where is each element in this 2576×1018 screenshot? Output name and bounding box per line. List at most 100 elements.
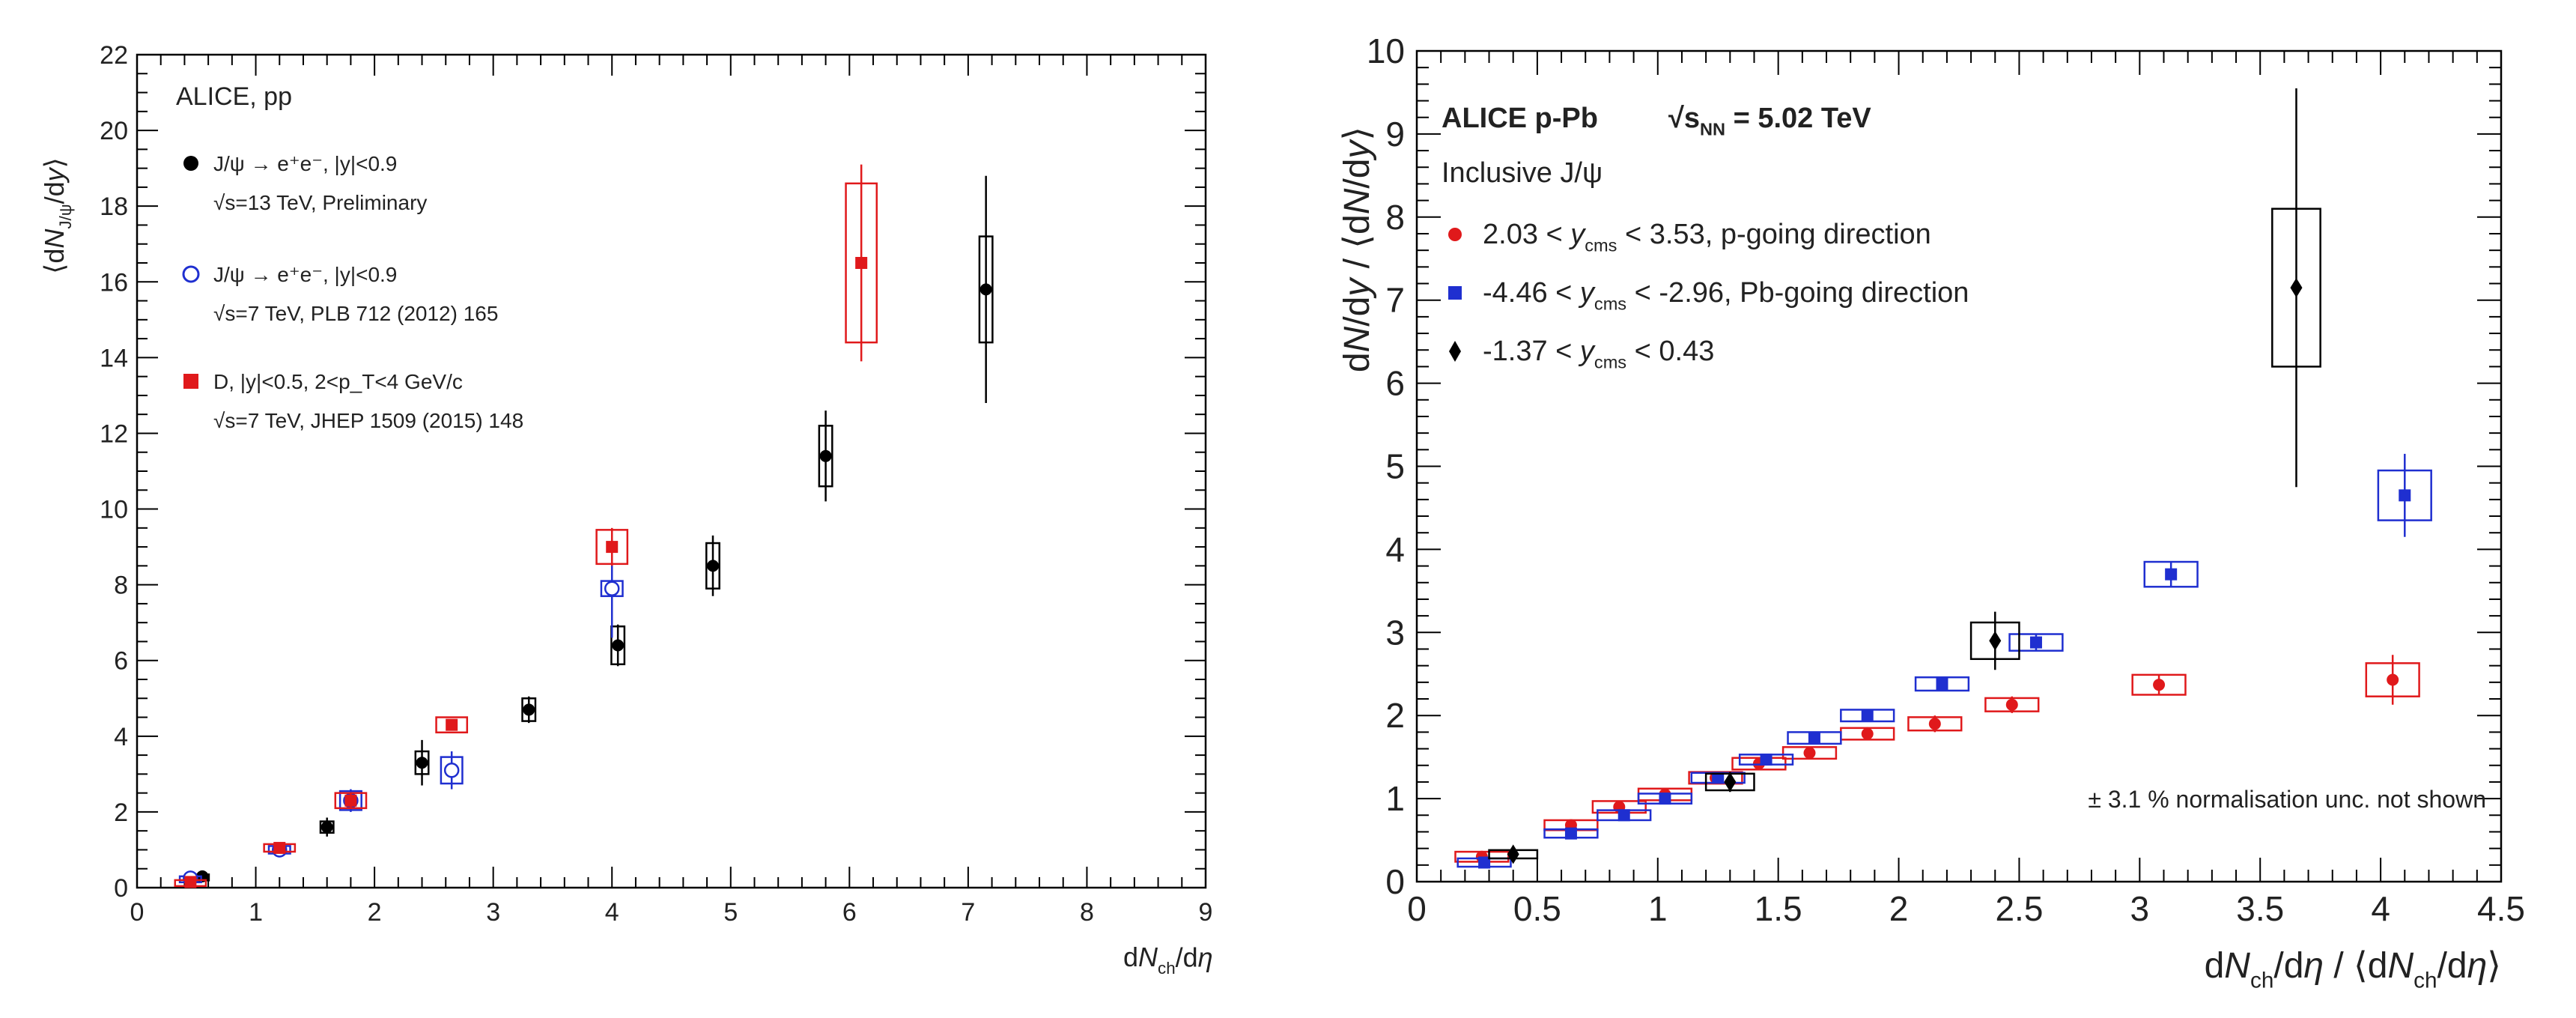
x-tick-label: 2.5 [1995,889,2043,928]
y-tick-label: 6 [114,647,128,676]
sys-error-box [435,716,469,734]
sys-error-box [978,235,994,344]
y-tick-label: 4 [1385,530,1405,569]
experiment-label: ALICE, pp [176,82,292,111]
x-axis-title-part-0: d [2205,946,2225,986]
legend-marker-open-circle [182,265,200,283]
x-axis-title-part-3: /d [1176,942,1198,973]
sys-error-box [2271,207,2321,368]
x-axis-title-part-10: ⟩ [2487,946,2501,986]
y-tick-label: 3 [1385,613,1405,652]
legend-entry-part-1: y [1568,219,1586,250]
x-tick-label: 1.5 [1755,889,1802,928]
x-axis-title-part-1: N [1138,942,1158,972]
y-tick-label: 20 [100,117,128,145]
legend-entry-part-1: y [1578,277,1596,309]
data-point-jpsi-13tev [706,560,719,572]
y-axis-title-part-3: y [1337,276,1377,299]
energy-label: √sNN = 5.02 TeV [1668,103,1871,139]
y-tick-label: 18 [100,193,128,221]
data-point-d-meson [606,541,619,554]
sys-error-box [595,529,629,566]
x-tick-label: 0 [1407,889,1427,928]
data-point-jpsi-7tev [443,763,460,778]
data-point-p-going [1861,727,1874,740]
legend-entry-part-2: cms [1594,353,1626,372]
chart-panel-ppb: 0 0.5 1 1.5 2 2.5 3 3.5 4 4.5 0 1 2 3 4 5 6 7 8 9 10 dNch/dη … [1318,0,2576,1018]
y-tick-label: 0 [1385,862,1405,901]
x-tick-label: 9 [1199,898,1213,927]
data-point-jpsi-13tev [612,639,625,652]
y-axis-title-part-6: /d [1337,159,1377,189]
x-axis-title-part-2: ch [2250,968,2273,993]
legend-entry: -1.37 < ycms < 0.43 [1483,336,1714,372]
sys-error-box [414,750,430,775]
data-point-d-meson [184,876,197,888]
y-tick-label: 22 [100,41,128,70]
legend-marker-filled-square [183,374,198,389]
sys-error-box [705,542,720,590]
chart-panel-pp: 0 1 2 3 4 5 6 7 8 9 0 2 4 6 8 10 12 14 16 18 20 22 dNch/dη ⟨dNJ… [0,0,1266,1018]
legend-entry-part-3: < 0.43 [1626,336,1714,367]
x-tick-label: 1 [249,898,263,927]
sys-error-box [1914,676,1970,692]
x-tick-label: 3 [486,898,500,927]
data-point-mid-rapidity [1989,631,2002,651]
energy-label-part-1: NN [1700,120,1725,139]
y-axis-title-part-3: /d [39,181,70,204]
data-point-jpsi-13tev [819,449,832,462]
data-point-d-meson [855,257,868,269]
sys-error-box [2143,560,2199,588]
x-axis-title-part-5: / ⟨d [2324,946,2387,986]
legend-entry-line2: √s=13 TeV, Preliminary [213,191,427,214]
y-tick-label: 4 [114,723,128,751]
legend-entry-line1: D, |y|<0.5, 2<p_T<4 GeV/c [213,370,463,393]
x-tick-label: 6 [842,898,857,927]
legend-marker-square [1448,286,1462,300]
data-point-pb-going [2165,568,2178,581]
data-point-pb-going [2029,636,2042,649]
chart-pp-svg: 0 1 2 3 4 5 6 7 8 90246810121416182022dNch/dη⟨dNJ… [39,41,1213,978]
y-tick-label: 16 [100,268,128,297]
experiment-label: ALICE p-Pb [1442,103,1598,134]
x-axis-title-part-6: N [2387,946,2414,986]
y-axis-title-part-0: d [1337,352,1377,372]
sys-error-box [845,182,878,344]
data-point-pb-going [1861,709,1874,722]
y-axis-title-group: dN/dy / ⟨dN/dy⟩ [1337,127,1377,372]
sys-error-box [610,625,626,666]
subtitle-label: Inclusive J/ψ [1442,157,1603,189]
legend-entry-part-0: -4.46 < [1483,277,1580,309]
x-tick-label: 5 [723,898,738,927]
legend-marker-circle [1448,228,1462,241]
x-tick-label: 4 [605,898,619,927]
data-point-pb-going [2399,489,2411,502]
sys-error-box [1969,621,2020,661]
legend-entry-line2: √s=7 TeV, JHEP 1509 (2015) 148 [213,409,523,432]
data-point-d-meson [273,841,286,854]
sys-error-box [1907,716,1963,732]
legend-entry-part-2: cms [1594,294,1626,314]
x-axis-title-part-4: η [2303,946,2324,986]
y-tick-label: 10 [100,496,128,524]
x-tick-label: 0 [130,898,145,927]
sys-error-box [440,756,464,785]
y-tick-label: 7 [1385,281,1405,320]
sys-error-box [334,792,368,810]
y-tick-label: 6 [1385,364,1405,403]
legend-marker-filled-circle [183,156,198,171]
y-axis-title-part-0: ⟨d [39,249,70,274]
y-axis-title-part-4: / ⟨d [1337,214,1377,278]
x-axis-title-part-4: η [1198,942,1213,973]
data-point-pb-going [1808,732,1820,745]
legend-entry-part-0: 2.03 < [1483,219,1570,250]
data-point-jpsi-7tev [604,581,620,596]
x-tick-label: 7 [961,898,975,927]
y-tick-label: 5 [1385,447,1405,486]
y-axis-title-group: ⟨dNJ/ψ/dy⟩ [39,157,75,273]
data-point-jpsi-13tev [321,821,333,834]
x-tick-label: 4 [2371,889,2390,928]
data-point-pb-going [1617,809,1630,822]
legend-entry-line1: J/ψ → e⁺e⁻, |y|<0.9 [213,263,397,286]
y-tick-label: 0 [114,874,128,903]
